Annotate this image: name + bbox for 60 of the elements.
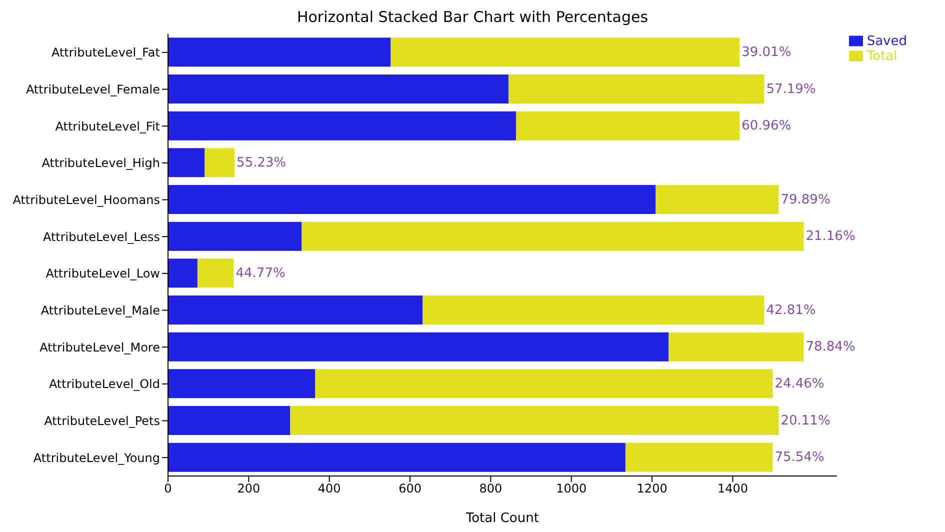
bar <box>168 222 302 251</box>
x-tick-label: 1200 <box>636 482 668 496</box>
y-tick-label: AttributeLevel_Fat <box>51 46 160 60</box>
annotation: 39.01% <box>742 44 792 60</box>
bar <box>668 332 804 362</box>
annotation: 24.46% <box>774 376 824 392</box>
y-tick-label: AttributeLevel_Less <box>42 230 160 244</box>
bar <box>315 369 773 398</box>
y-tick-label: AttributeLevel_Male <box>40 304 160 318</box>
annotation: 44.77% <box>236 266 286 281</box>
y-tick-label: AttributeLevel_More <box>40 340 160 354</box>
bar <box>168 148 205 178</box>
x-tick-label: 800 <box>479 482 502 496</box>
annotation: 78.84% <box>806 340 856 355</box>
annotation: 79.89% <box>780 192 830 208</box>
bar <box>197 258 234 288</box>
bar <box>168 74 508 104</box>
y-tick-label: AttributeLevel_High <box>42 156 160 170</box>
bar <box>516 111 740 140</box>
annotation: 57.19% <box>766 82 816 97</box>
annotation: 60.96% <box>742 118 792 134</box>
bar <box>625 442 773 472</box>
annotation: 42.81% <box>766 302 816 318</box>
bar <box>422 296 764 325</box>
x-tick-label: 0 <box>164 482 172 496</box>
bar <box>508 74 764 104</box>
bar <box>168 111 516 140</box>
x-tick-label: 600 <box>398 482 422 496</box>
y-tick-label: AttributeLevel_Old <box>48 377 160 392</box>
x-tick-label: 1000 <box>556 482 587 496</box>
chart-title: Horizontal Stacked Bar Chart with Percentages <box>296 8 650 28</box>
bar <box>168 258 198 288</box>
bar <box>168 332 669 362</box>
legend-label: Saved <box>866 34 907 49</box>
y-tick-label: AttributeLevel_Fit <box>55 119 160 134</box>
y-tick-label: AttributeLevel_Young <box>33 450 160 465</box>
bar <box>290 406 779 436</box>
bar <box>168 369 316 398</box>
bar <box>168 185 656 214</box>
annotation: 21.16% <box>806 229 856 244</box>
bar <box>204 148 235 178</box>
bar <box>302 222 804 251</box>
annotation: 75.54% <box>774 450 824 466</box>
x-axis-title: Total Count <box>464 511 539 526</box>
legend-label: Total <box>866 49 898 64</box>
bar <box>168 38 391 67</box>
bar <box>168 296 423 325</box>
bar <box>168 406 290 436</box>
x-tick-label: 1400 <box>717 482 748 496</box>
bar <box>390 38 740 67</box>
bar <box>168 442 626 472</box>
y-tick-label: AttributeLevel_Pets <box>44 414 160 428</box>
annotation: 55.23% <box>236 155 286 170</box>
x-tick-label: 400 <box>318 482 341 496</box>
x-tick-label: 200 <box>237 482 260 496</box>
y-tick-label: AttributeLevel_Hoomans <box>12 193 160 208</box>
bar <box>656 185 779 214</box>
annotation: 20.11% <box>780 413 830 428</box>
y-tick-label: AttributeLevel_Low <box>46 266 160 281</box>
y-tick-label: AttributeLevel_Female <box>26 82 160 97</box>
